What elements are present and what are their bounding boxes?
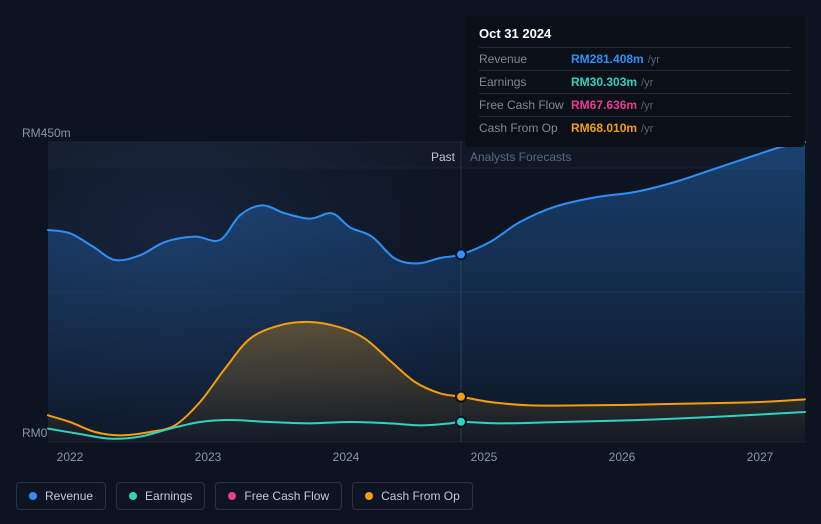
tooltip-row-label: Cash From Op [479, 121, 571, 135]
forecast-label: Analysts Forecasts [470, 150, 571, 164]
legend: Revenue Earnings Free Cash Flow Cash From O… [16, 482, 473, 510]
legend-dot-icon [129, 492, 137, 500]
legend-dot-icon [228, 492, 236, 500]
tooltip-row: RevenueRM281.408m/yr [479, 47, 791, 70]
tooltip-row-label: Earnings [479, 75, 571, 89]
legend-item-label: Free Cash Flow [244, 489, 329, 503]
x-axis-tick-label: 2027 [747, 450, 774, 464]
tooltip-row-value: RM281.408m [571, 52, 644, 66]
tooltip: Oct 31 2024 RevenueRM281.408m/yrEarnings… [465, 16, 805, 147]
x-axis-tick-label: 2026 [609, 450, 636, 464]
legend-item-label: Cash From Op [381, 489, 460, 503]
tooltip-row-suffix: /yr [641, 100, 653, 112]
legend-dot-icon [29, 492, 37, 500]
tooltip-row-suffix: /yr [641, 123, 653, 135]
tooltip-row-value: RM30.303m [571, 75, 637, 89]
x-axis-tick-label: 2024 [333, 450, 360, 464]
tooltip-row: Free Cash FlowRM67.636m/yr [479, 93, 791, 116]
legend-item-label: Revenue [45, 489, 93, 503]
tooltip-row-value: RM68.010m [571, 121, 637, 135]
tooltip-row-label: Free Cash Flow [479, 98, 571, 112]
legend-dot-icon [365, 492, 373, 500]
legend-item[interactable]: Cash From Op [352, 482, 473, 510]
legend-item[interactable]: Free Cash Flow [215, 482, 342, 510]
tooltip-row-suffix: /yr [641, 77, 653, 89]
y-axis-top-label: RM450m [22, 126, 71, 140]
tooltip-row-suffix: /yr [648, 54, 660, 66]
past-label: Past [431, 150, 455, 164]
legend-item[interactable]: Earnings [116, 482, 205, 510]
tooltip-row: EarningsRM30.303m/yr [479, 70, 791, 93]
legend-item-label: Earnings [145, 489, 192, 503]
tooltip-row: Cash From OpRM68.010m/yr [479, 116, 791, 139]
tooltip-row-value: RM67.636m [571, 98, 637, 112]
y-axis-bottom-label: RM0 [22, 426, 47, 440]
x-axis-tick-label: 2023 [195, 450, 222, 464]
x-axis-tick-label: 2022 [57, 450, 84, 464]
x-axis-tick-label: 2025 [471, 450, 498, 464]
chart-container: RM450m RM0 Past Analysts Forecasts 2022 2… [0, 0, 821, 524]
legend-item[interactable]: Revenue [16, 482, 106, 510]
tooltip-row-label: Revenue [479, 52, 571, 66]
tooltip-date: Oct 31 2024 [479, 26, 791, 41]
